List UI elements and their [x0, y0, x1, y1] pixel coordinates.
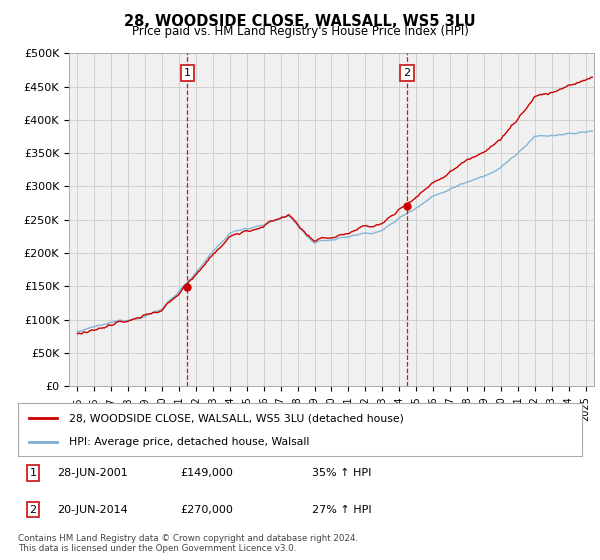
Text: 2: 2 — [403, 68, 410, 78]
Text: HPI: Average price, detached house, Walsall: HPI: Average price, detached house, Wals… — [69, 436, 309, 446]
Text: 35% ↑ HPI: 35% ↑ HPI — [312, 468, 371, 478]
Text: 27% ↑ HPI: 27% ↑ HPI — [312, 505, 371, 515]
Text: 1: 1 — [184, 68, 191, 78]
Text: 2: 2 — [29, 505, 37, 515]
Text: Contains HM Land Registry data © Crown copyright and database right 2024.
This d: Contains HM Land Registry data © Crown c… — [18, 534, 358, 553]
Text: 28, WOODSIDE CLOSE, WALSALL, WS5 3LU (detached house): 28, WOODSIDE CLOSE, WALSALL, WS5 3LU (de… — [69, 413, 404, 423]
Text: 28, WOODSIDE CLOSE, WALSALL, WS5 3LU: 28, WOODSIDE CLOSE, WALSALL, WS5 3LU — [124, 14, 476, 29]
Text: £149,000: £149,000 — [180, 468, 233, 478]
Text: £270,000: £270,000 — [180, 505, 233, 515]
Text: 1: 1 — [29, 468, 37, 478]
Text: 28-JUN-2001: 28-JUN-2001 — [57, 468, 128, 478]
Text: 20-JUN-2014: 20-JUN-2014 — [57, 505, 128, 515]
Text: Price paid vs. HM Land Registry's House Price Index (HPI): Price paid vs. HM Land Registry's House … — [131, 25, 469, 38]
